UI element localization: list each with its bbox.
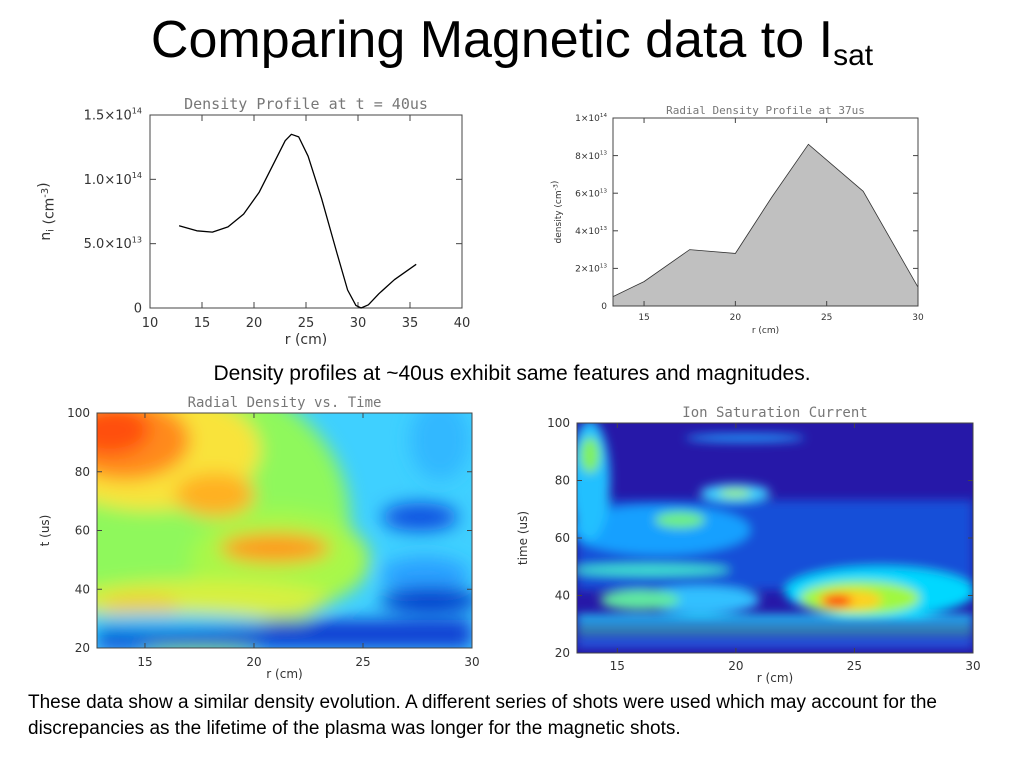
- chart-title: Radial Density vs. Time: [188, 395, 382, 411]
- heatmap-region: [577, 628, 973, 633]
- y-tick-label: 100: [67, 406, 90, 420]
- y-tick-label: 20: [555, 646, 570, 660]
- heatmap-region: [600, 590, 680, 610]
- x-tick-label: 10: [142, 316, 159, 331]
- y-tick-label: 60: [75, 524, 90, 538]
- y-tick-label: 0: [134, 302, 142, 317]
- chart-radial-density-vs-time: 15 20 25 30 20 40 60 80 100 Radial Density vs. Ti…: [38, 395, 480, 681]
- x-tick-label: 30: [912, 313, 924, 323]
- heatmap-region: [822, 595, 852, 607]
- y-tick-label: 1×1014: [575, 113, 607, 124]
- heatmap-region: [220, 533, 330, 563]
- heatmap-field: [577, 423, 973, 653]
- y-tick-label: 2×1013: [575, 264, 607, 275]
- y-tick-label: 6×1013: [575, 188, 607, 199]
- heatmap-region: [719, 489, 751, 497]
- heatmap-region: [382, 503, 458, 531]
- x-tick-label: 20: [728, 659, 743, 673]
- heatmap-region: [580, 437, 600, 473]
- y-axis-label: ni (cm-3): [36, 182, 58, 240]
- y-tick-label: 1.0×1014: [84, 171, 142, 188]
- y-tick-label: 4×1013: [575, 226, 607, 237]
- x-tick-label: 30: [350, 316, 367, 331]
- chart-ion-saturation-current: 15 20 25 30 20 40 60 80 100 Ion Saturation Curren…: [516, 405, 981, 685]
- y-tick-label: 8×1013: [575, 151, 607, 162]
- heatmap-region: [97, 614, 270, 630]
- y-tick-label: 20: [75, 641, 90, 655]
- heatmap-region: [577, 564, 730, 576]
- heatmap-region: [380, 557, 470, 593]
- y-tick-label: 40: [75, 582, 90, 596]
- x-axis-label: r (cm): [752, 326, 779, 336]
- x-tick-label: 20: [730, 313, 742, 323]
- chart-title: Density Profile at t = 40us: [184, 95, 428, 113]
- y-tick-label: 1.5×1014: [84, 107, 142, 124]
- y-tick-label: 60: [555, 531, 570, 545]
- y-tick-label: 100: [547, 416, 570, 430]
- heatmap-region: [577, 615, 973, 623]
- caption-density-profiles: Density profiles at ~40us exhibit same f…: [213, 362, 811, 385]
- y-tick-label: 40: [555, 589, 570, 603]
- chart-title: Radial Density Profile at 37us: [666, 104, 865, 117]
- x-axis-label: r (cm): [757, 671, 793, 685]
- heatmap-region: [410, 413, 470, 480]
- x-tick-label: 40: [454, 316, 471, 331]
- slide-title: Comparing Magnetic data to Isat: [0, 8, 1024, 88]
- x-tick-label: 20: [246, 316, 263, 331]
- density-area: [612, 143, 919, 307]
- y-axis-label: time (us): [516, 511, 530, 565]
- heatmap-region: [577, 640, 973, 646]
- x-tick-label: 15: [194, 316, 211, 331]
- x-tick-label: 25: [847, 659, 862, 673]
- heatmap-region: [380, 588, 472, 612]
- x-axis-label: r (cm): [285, 332, 327, 348]
- plot-frame: [149, 114, 463, 309]
- heatmap-region: [97, 413, 150, 455]
- title-subscript: sat: [833, 39, 874, 72]
- heatmap-region: [100, 593, 180, 617]
- title-main: Comparing Magnetic data to I: [150, 11, 834, 69]
- heatmap-blobs: [97, 413, 472, 648]
- x-tick-label: 25: [298, 316, 315, 331]
- caption-conclusion: These data show a similar density evolut…: [28, 692, 937, 739]
- x-axis-label: r (cm): [266, 667, 302, 681]
- heatmap-region: [175, 473, 255, 517]
- x-tick-label: 30: [464, 655, 479, 669]
- x-tick-label: 25: [355, 655, 370, 669]
- x-tick-label: 15: [610, 659, 625, 673]
- heatmap-field: [97, 413, 472, 648]
- y-tick-label: 80: [555, 474, 570, 488]
- y-tick-label: 5.0×1013: [84, 235, 142, 252]
- heatmap-blobs: [577, 423, 973, 646]
- heatmap-region: [640, 586, 760, 614]
- x-tick-label: 15: [137, 655, 152, 669]
- heatmap-region: [655, 512, 705, 528]
- heatmap-region: [685, 434, 805, 442]
- y-axis-label: density (cm-3): [550, 181, 564, 244]
- y-tick-label: 80: [75, 465, 90, 479]
- chart-title: Ion Saturation Current: [682, 405, 867, 421]
- x-tick-label: 25: [821, 313, 832, 323]
- heatmap-region: [577, 505, 750, 555]
- chart-density-profile: 10 15 20 25 30 35 40 0 5.0×1013 1.0×1014 1.5×1014 D…: [36, 95, 470, 348]
- x-tick-label: 20: [246, 655, 261, 669]
- plot-frame: [612, 117, 919, 307]
- density-line: [178, 133, 417, 309]
- x-tick-label: 35: [402, 316, 419, 331]
- chart-radial-density-profile: 15 20 25 30 0 2×1013 4×1013 6×1013 8×1013 1×1014 R…: [550, 104, 924, 336]
- x-tick-label: 30: [965, 659, 980, 673]
- x-tick-label: 15: [638, 313, 649, 323]
- y-tick-label: 0: [601, 302, 607, 312]
- y-axis-label: t (us): [38, 515, 52, 547]
